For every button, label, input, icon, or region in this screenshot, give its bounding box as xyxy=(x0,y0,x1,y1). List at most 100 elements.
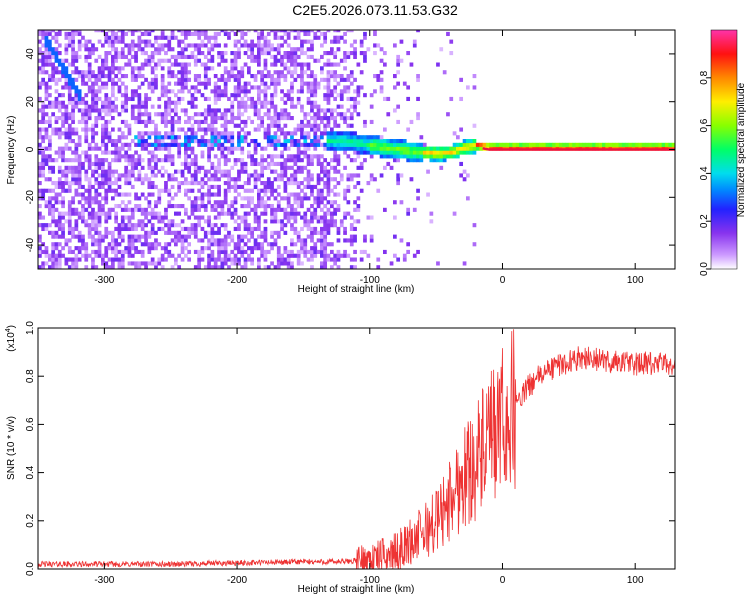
heatmap-cell xyxy=(97,70,102,75)
heatmap-cell xyxy=(263,66,268,71)
heatmap-cell xyxy=(67,74,72,79)
heatmap-cell xyxy=(373,30,377,33)
heatmap-cell xyxy=(44,119,49,125)
heatmap-cell xyxy=(97,223,102,228)
heatmap-cell xyxy=(207,184,211,190)
heatmap-cell xyxy=(227,74,231,79)
heatmap-cell xyxy=(197,257,202,262)
heatmap-cell xyxy=(111,66,115,71)
heatmap-cell xyxy=(160,58,165,63)
heatmap-cell xyxy=(273,93,278,98)
heatmap-cell xyxy=(200,112,205,117)
heatmap-cell xyxy=(223,226,228,232)
heatmap-cell xyxy=(210,43,215,48)
heatmap-cell xyxy=(452,154,457,159)
heatmap-cell xyxy=(91,184,95,190)
heatmap-cell xyxy=(184,161,188,167)
heatmap-cell xyxy=(160,81,165,86)
heatmap-cell xyxy=(253,30,258,33)
heatmap-cell xyxy=(144,242,148,247)
heatmap-cell xyxy=(203,230,208,235)
heatmap-cell xyxy=(320,70,324,75)
heatmap-cell xyxy=(64,70,69,75)
heatmap-cell xyxy=(393,146,397,151)
heatmap-cell xyxy=(459,77,464,82)
heatmap-cell xyxy=(160,173,165,178)
heatmap-cell xyxy=(107,112,112,117)
heatmap-cell xyxy=(203,96,208,102)
heatmap-cell xyxy=(184,43,188,48)
heatmap-cell xyxy=(174,142,178,147)
heatmap-cell xyxy=(393,234,397,239)
heatmap-cell xyxy=(81,184,85,190)
heatmap-cell xyxy=(323,77,328,82)
heatmap-cell xyxy=(220,89,225,94)
heatmap-cell xyxy=(157,104,162,109)
heatmap-cell xyxy=(276,249,281,255)
heatmap-cell xyxy=(104,127,109,132)
heatmap-cell xyxy=(283,39,288,44)
heatmap-cell xyxy=(276,207,281,212)
heatmap-cell xyxy=(111,139,115,144)
heatmap-cell xyxy=(339,93,344,98)
heatmap-cell xyxy=(140,146,145,151)
heatmap-cell xyxy=(306,81,311,86)
heatmap-cell xyxy=(114,257,119,262)
heatmap-cell xyxy=(223,146,228,151)
heatmap-cell xyxy=(283,181,288,186)
heatmap-cell xyxy=(243,39,248,44)
heatmap-cell xyxy=(257,116,261,121)
heatmap-cell xyxy=(137,234,142,239)
heatmap-cell xyxy=(187,169,192,174)
heatmap-cell xyxy=(313,81,318,86)
heatmap-cell xyxy=(286,158,291,163)
heatmap-cell xyxy=(91,104,95,109)
heatmap-cell xyxy=(409,119,414,125)
heatmap-cell xyxy=(326,96,331,102)
heatmap-cell xyxy=(84,135,89,140)
heatmap-cell xyxy=(266,74,271,79)
heatmap-cell xyxy=(399,39,404,44)
heatmap-cell xyxy=(349,96,354,102)
heatmap-cell xyxy=(144,207,148,212)
heatmap-cell xyxy=(160,265,165,269)
heatmap-cell xyxy=(193,181,198,186)
heatmap-cell xyxy=(343,211,347,216)
heatmap-cell xyxy=(67,184,72,190)
heatmap-cell xyxy=(97,158,102,163)
heatmap-cell xyxy=(356,150,361,155)
heatmap-cell xyxy=(369,119,374,125)
heatmap-cell xyxy=(233,123,238,128)
heatmap-cell xyxy=(167,188,172,193)
heatmap-cell xyxy=(48,31,52,37)
heatmap-cell xyxy=(134,238,138,243)
heatmap-cell xyxy=(293,35,298,40)
heatmap-cell xyxy=(107,135,112,140)
heatmap-cell xyxy=(280,116,284,121)
heatmap-cell xyxy=(257,246,261,251)
heatmap-cell xyxy=(54,242,59,247)
heatmap-cell xyxy=(184,135,188,140)
heatmap-cell xyxy=(74,96,79,102)
heatmap-cell xyxy=(296,238,301,243)
heatmap-cell xyxy=(349,104,354,109)
heatmap-cell xyxy=(290,81,294,86)
heatmap-cell xyxy=(339,96,344,102)
heatmap-cell xyxy=(253,211,258,216)
heatmap-cell xyxy=(97,89,102,94)
heatmap-cell xyxy=(243,165,248,170)
heatmap-cell xyxy=(71,226,75,232)
heatmap-cell xyxy=(147,58,152,63)
heatmap-cell xyxy=(48,169,52,174)
heatmap-cell xyxy=(412,154,417,159)
heatmap-cell xyxy=(313,146,318,151)
heatmap-cell xyxy=(330,223,334,228)
heatmap-cell xyxy=(87,188,92,193)
heatmap-cell xyxy=(111,93,115,98)
heatmap-cell xyxy=(247,204,251,209)
heatmap-cell xyxy=(114,104,119,109)
heatmap-cell xyxy=(44,39,49,44)
heatmap-cell xyxy=(130,54,135,60)
heatmap-cell xyxy=(77,211,82,216)
heatmap-cell xyxy=(572,142,576,147)
